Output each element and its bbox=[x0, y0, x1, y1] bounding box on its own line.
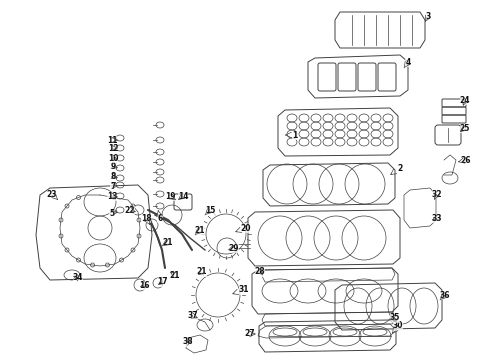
Text: 34: 34 bbox=[73, 274, 83, 283]
Text: 35: 35 bbox=[390, 314, 400, 323]
Text: 8: 8 bbox=[110, 171, 116, 180]
Text: 18: 18 bbox=[141, 213, 151, 222]
Text: 32: 32 bbox=[432, 189, 442, 198]
Text: 26: 26 bbox=[461, 156, 471, 165]
Text: 19: 19 bbox=[165, 192, 175, 201]
Text: 4: 4 bbox=[405, 58, 411, 67]
Text: 16: 16 bbox=[139, 280, 149, 289]
Text: 9: 9 bbox=[110, 162, 116, 171]
Text: 37: 37 bbox=[188, 311, 198, 320]
Text: 21: 21 bbox=[170, 270, 180, 279]
Text: 31: 31 bbox=[239, 285, 249, 294]
Text: 3: 3 bbox=[425, 12, 431, 21]
Text: 21: 21 bbox=[163, 238, 173, 247]
Text: 29: 29 bbox=[229, 243, 239, 252]
Text: 24: 24 bbox=[460, 95, 470, 104]
Text: 11: 11 bbox=[107, 135, 117, 144]
Text: 1: 1 bbox=[293, 131, 297, 140]
Text: 10: 10 bbox=[108, 153, 118, 162]
Text: 2: 2 bbox=[397, 163, 403, 172]
Text: 25: 25 bbox=[460, 123, 470, 132]
Text: 21: 21 bbox=[197, 267, 207, 276]
Text: 6: 6 bbox=[157, 213, 163, 222]
Text: 36: 36 bbox=[440, 291, 450, 300]
Text: 27: 27 bbox=[245, 329, 255, 338]
Text: 33: 33 bbox=[432, 213, 442, 222]
Text: 5: 5 bbox=[109, 208, 115, 217]
Text: 17: 17 bbox=[157, 278, 167, 287]
Text: 12: 12 bbox=[108, 144, 118, 153]
Text: 21: 21 bbox=[195, 225, 205, 234]
Text: 30: 30 bbox=[393, 321, 403, 330]
Text: 28: 28 bbox=[255, 267, 265, 276]
Text: 7: 7 bbox=[110, 181, 116, 190]
Text: 15: 15 bbox=[205, 206, 215, 215]
Text: 22: 22 bbox=[125, 206, 135, 215]
Text: 20: 20 bbox=[241, 224, 251, 233]
Text: 13: 13 bbox=[107, 192, 117, 201]
Text: 38: 38 bbox=[183, 338, 194, 346]
Text: 14: 14 bbox=[178, 192, 188, 201]
Text: 23: 23 bbox=[47, 189, 57, 198]
